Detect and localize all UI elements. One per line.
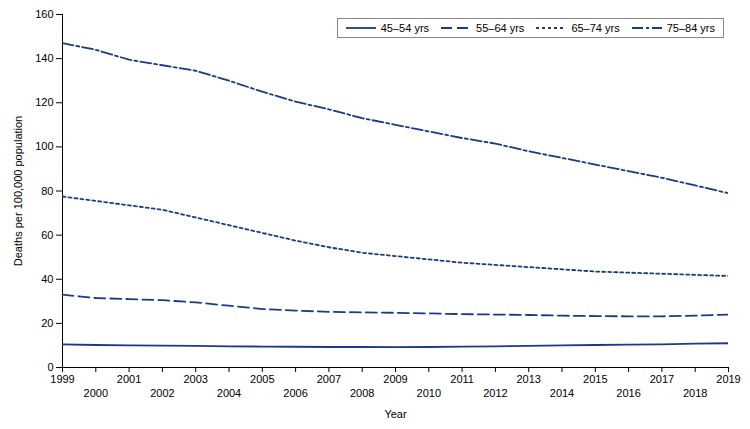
svg-text:2013: 2013 <box>516 373 540 385</box>
svg-text:2000: 2000 <box>84 387 108 399</box>
svg-text:Year: Year <box>384 408 407 420</box>
svg-text:1999: 1999 <box>50 373 74 385</box>
svg-text:80: 80 <box>41 185 53 197</box>
svg-text:2018: 2018 <box>683 387 707 399</box>
html-text:55–64 yrs: 55–64 yrs <box>476 22 525 34</box>
svg-text:2006: 2006 <box>283 387 307 399</box>
html-text:65–74 yrs: 65–74 yrs <box>571 22 620 34</box>
svg-text:40: 40 <box>41 273 53 285</box>
svg-text:2003: 2003 <box>183 373 207 385</box>
svg-text:60: 60 <box>41 229 53 241</box>
svg-text:2016: 2016 <box>616 387 640 399</box>
svg-text:2017: 2017 <box>650 373 674 385</box>
svg-text:0: 0 <box>47 361 53 373</box>
svg-text:2009: 2009 <box>383 373 407 385</box>
svg-text:2007: 2007 <box>317 373 341 385</box>
svg-text:100: 100 <box>35 140 53 152</box>
svg-text:160: 160 <box>35 8 53 20</box>
html-text:45–54 yrs: 45–54 yrs <box>380 22 430 34</box>
svg-text:2001: 2001 <box>117 373 141 385</box>
svg-text:2011: 2011 <box>450 373 474 385</box>
svg-text:2010: 2010 <box>417 387 441 399</box>
svg-text:2014: 2014 <box>550 387 574 399</box>
svg-text:2005: 2005 <box>250 373 274 385</box>
svg-text:140: 140 <box>35 52 53 64</box>
svg-text:2004: 2004 <box>217 387 241 399</box>
svg-text:2015: 2015 <box>583 373 607 385</box>
svg-text:2012: 2012 <box>483 387 507 399</box>
svg-text:20: 20 <box>41 317 53 329</box>
svg-text:2008: 2008 <box>350 387 374 399</box>
html-text:75–84 yrs: 75–84 yrs <box>666 22 715 34</box>
svg-text:2019: 2019 <box>716 373 740 385</box>
svg-text:2002: 2002 <box>150 387 174 399</box>
svg-text:Deaths per 100,000 population: Deaths per 100,000 population <box>12 116 24 266</box>
svg-text:120: 120 <box>35 96 53 108</box>
